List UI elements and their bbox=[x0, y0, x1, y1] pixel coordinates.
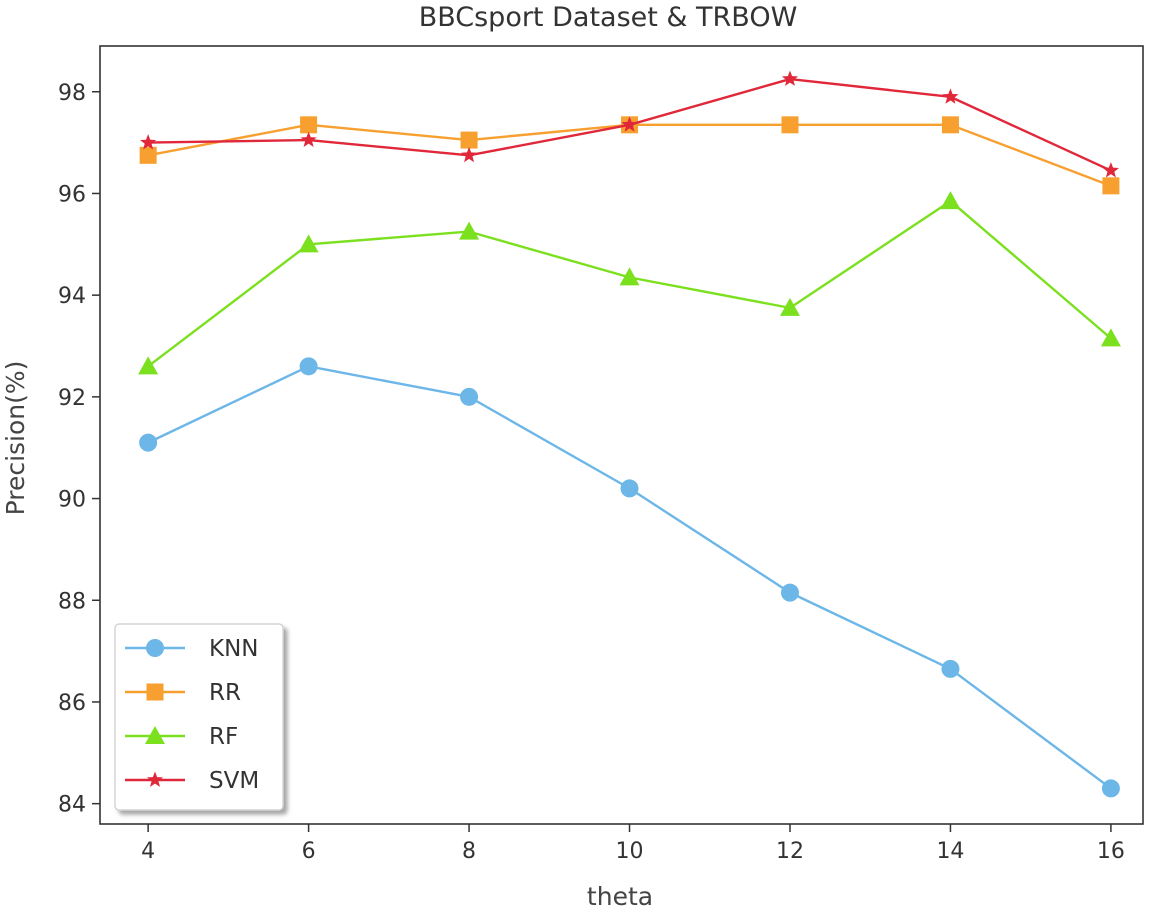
series-layer bbox=[138, 70, 1121, 798]
y-tick-label: 84 bbox=[58, 793, 86, 818]
data-point-rr bbox=[1102, 177, 1120, 195]
legend-item-knn: KNN bbox=[125, 636, 259, 662]
legend-marker-rr bbox=[146, 683, 164, 701]
y-tick-label: 98 bbox=[58, 81, 86, 106]
data-point-svm bbox=[1102, 162, 1119, 178]
data-point-rf bbox=[138, 356, 159, 375]
legend: KNN RR RF SVM bbox=[114, 623, 284, 811]
data-point-rr bbox=[139, 146, 157, 164]
legend-marker-knn bbox=[146, 639, 164, 657]
legend-label: RR bbox=[209, 680, 241, 706]
legend-item-rr: RR bbox=[125, 680, 241, 706]
y-tick-label: 90 bbox=[58, 488, 86, 513]
x-axis-label: theta bbox=[587, 882, 653, 910]
x-tick-label: 14 bbox=[936, 839, 964, 864]
x-tick-label: 4 bbox=[141, 839, 155, 864]
y-tick-label: 96 bbox=[58, 182, 86, 207]
data-point-rf bbox=[619, 267, 640, 286]
legend-item-svm: SVM bbox=[125, 768, 259, 794]
y-tick-label: 86 bbox=[58, 691, 86, 716]
data-point-knn bbox=[780, 583, 799, 602]
data-point-rr bbox=[460, 131, 478, 149]
y-tick-label: 94 bbox=[58, 284, 86, 309]
data-point-rf bbox=[1100, 328, 1121, 347]
data-point-svm bbox=[942, 88, 959, 104]
data-point-svm bbox=[621, 116, 638, 132]
plot-frame bbox=[99, 45, 1144, 825]
x-tick-label: 8 bbox=[462, 839, 476, 864]
data-point-knn bbox=[139, 433, 158, 452]
data-point-svm bbox=[300, 131, 317, 147]
x-tick-label: 6 bbox=[302, 839, 316, 864]
x-tick-label: 16 bbox=[1097, 839, 1125, 864]
data-point-knn bbox=[460, 387, 479, 406]
data-point-svm bbox=[140, 134, 157, 150]
series-line-rr bbox=[147, 123, 1112, 187]
x-tick-label: 12 bbox=[776, 839, 804, 864]
legend-marker-svm bbox=[146, 771, 164, 787]
series-rf bbox=[138, 191, 1121, 375]
data-point-rr bbox=[781, 116, 799, 134]
axes: 4 6 8 10 12 14 16 84 86 88 90 92 94 96 98 bbox=[58, 45, 1144, 864]
data-point-knn bbox=[620, 479, 639, 498]
legend-item-rf: RF bbox=[125, 724, 238, 750]
legend-marker-rf bbox=[145, 726, 165, 744]
data-point-knn bbox=[1101, 779, 1120, 798]
legend-label: SVM bbox=[209, 768, 259, 794]
y-tick-label: 88 bbox=[58, 589, 86, 614]
data-point-rf bbox=[779, 297, 800, 316]
data-point-rr bbox=[941, 116, 959, 134]
y-axis-label: Precision(%) bbox=[1, 361, 30, 516]
chart-title: BBCsport Dataset & TRBOW bbox=[419, 2, 798, 33]
data-point-knn bbox=[299, 357, 318, 376]
data-point-knn bbox=[941, 659, 960, 678]
data-point-rf bbox=[940, 191, 961, 210]
legend-box bbox=[114, 623, 284, 811]
legend-label: RF bbox=[209, 724, 238, 750]
y-tick-label: 92 bbox=[58, 386, 86, 411]
legend-label: KNN bbox=[209, 636, 259, 662]
data-point-rf bbox=[298, 234, 319, 253]
data-point-rf bbox=[459, 221, 480, 240]
x-tick-label: 10 bbox=[616, 839, 644, 864]
series-line-knn bbox=[147, 365, 1112, 790]
series-svm bbox=[140, 70, 1119, 178]
data-point-svm bbox=[460, 146, 478, 163]
data-point-svm bbox=[781, 70, 799, 86]
data-point-rr bbox=[300, 116, 318, 134]
series-knn bbox=[139, 357, 1120, 798]
